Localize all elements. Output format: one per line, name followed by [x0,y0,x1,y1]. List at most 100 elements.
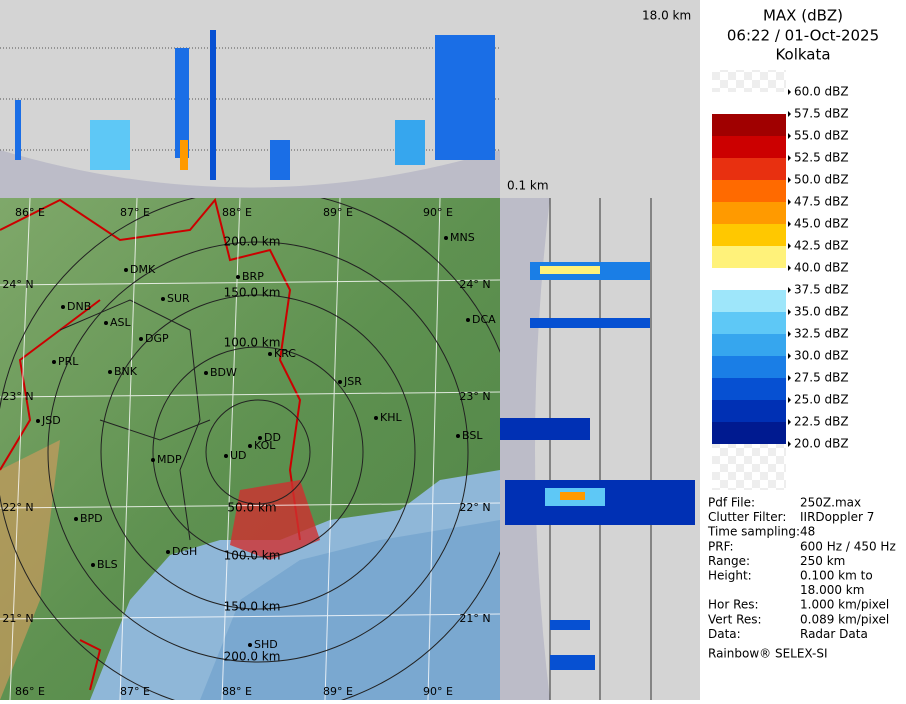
graticule [0,502,500,509]
lon-label: 89° E [323,685,353,698]
city-label: BNK [114,365,138,378]
legend-label: 47.5 dBZ [794,195,849,209]
legend-arrow [788,419,791,425]
legend-label: 25.0 dBZ [794,393,849,407]
city-dot [258,436,262,440]
info-text: IIRDoppler 7 [800,510,874,524]
legend-swatch [712,202,786,224]
legend-swatch [712,92,786,114]
city-label: SUR [167,292,190,305]
city-label: KHL [380,411,402,424]
map [0,198,500,700]
city-dot [204,371,208,375]
info-text: Data: [708,627,741,641]
city-label: BSL [462,429,483,442]
city-label: DCA [472,313,496,326]
city-dot [248,444,252,448]
legend-arrow [788,397,791,403]
info-text: Radar Data [800,627,868,641]
lon-label: 88° E [222,206,252,219]
city-label: DNB [67,300,91,313]
city-dot [36,419,40,423]
lat-label: 21° N [459,612,490,625]
legend-arrow [788,133,791,139]
city-dot [466,318,470,322]
legend-label: 57.5 dBZ [794,107,849,121]
city-dot [166,550,170,554]
range-label: 150.0 km [224,286,281,300]
lon-label: 90° E [423,206,453,219]
legend-swatch [712,158,786,180]
city-dot [108,370,112,374]
graticule [0,391,500,398]
city-label: JSR [343,375,362,388]
info-text: Pdf File: [708,496,755,510]
legend-arrow [788,89,791,95]
legend-label: 52.5 dBZ [794,151,849,165]
lon-label: 86° E [15,206,45,219]
legend-swatch [712,422,786,444]
info-text: Time sampling:48 [707,525,815,539]
city-dot [151,458,155,462]
legend-label: 22.5 dBZ [794,415,849,429]
range-ring [205,399,311,505]
city-label: BDW [210,366,237,379]
city-label: ASL [110,316,132,329]
range-label: 150.0 km [224,600,281,614]
lat-label: 22° N [459,501,490,514]
legend-swatch [712,180,786,202]
info-text: Clutter Filter: [708,510,786,524]
city-label: MNS [450,231,475,244]
bottom-height: 0.1 km [507,179,549,193]
info-text: Vert Res: [708,612,762,626]
range-label: 100.0 km [224,336,281,350]
city-label: KRC [274,347,296,360]
legend-arrow [788,441,791,447]
legend-arrow [788,199,791,205]
legend-arrow [788,177,791,183]
lon-label: 90° E [423,685,453,698]
city-dot [61,305,65,309]
legend-label: 40.0 dBZ [794,261,849,275]
legend-arrow [788,353,791,359]
legend-swatch [712,268,786,290]
lat-label: 23° N [2,390,33,403]
legend-swatch [712,334,786,356]
city-dot [161,297,165,301]
city-dot [104,321,108,325]
legend-arrow [788,309,791,315]
top-height: 18.0 km [642,9,691,23]
range-ring [152,346,364,558]
legend-label: 35.0 dBZ [794,305,849,319]
city-label: KOL [254,439,276,452]
legend-swatch [712,246,786,268]
info-text: Height: [708,569,752,583]
range-label: 200.0 km [224,235,281,249]
city-dot [456,434,460,438]
graticule [0,279,500,286]
range-ring [47,241,469,663]
graticule [119,198,138,700]
city-label: BLS [97,558,118,571]
city-dot [52,360,56,364]
city-dot [236,275,240,279]
legend-label: 45.0 dBZ [794,217,849,231]
city-dot [444,236,448,240]
legend-label: 27.5 dBZ [794,371,849,385]
legend-label: 32.5 dBZ [794,327,849,341]
lat-label: 23° N [459,390,490,403]
lon-label: 87° E [120,206,150,219]
city-dot [374,416,378,420]
city-label: DD [264,431,281,444]
lon-label: 87° E [120,685,150,698]
site: Kolkata [775,46,830,64]
range-label: 200.0 km [224,650,281,664]
legend-arrow [788,221,791,227]
info-text: Hor Res: [708,598,759,612]
side-echoes [500,262,695,670]
info-text: Range: [708,554,750,568]
lat-label: 21° N [2,612,33,625]
legend-swatch [712,224,786,246]
info-text: 18.000 km [800,583,864,597]
city-dot [338,380,342,384]
